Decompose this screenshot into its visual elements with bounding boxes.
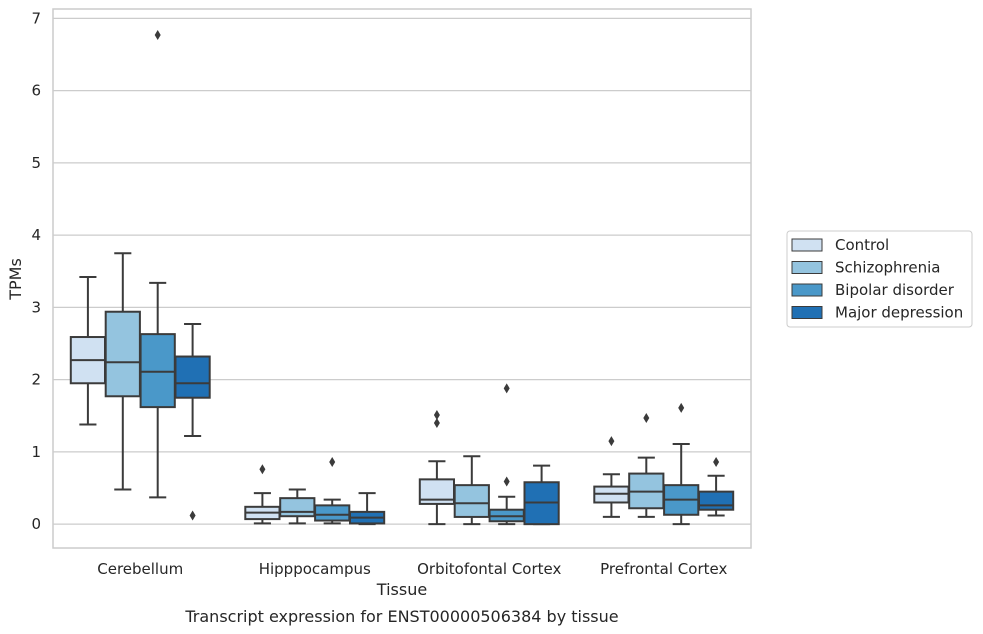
box — [69, 276, 107, 426]
box — [244, 464, 281, 525]
outlier-point — [608, 436, 615, 447]
y-tick-label: 4 — [31, 226, 41, 244]
legend: Control Schizophrenia Bipolar disorder Majo… — [786, 230, 973, 328]
y-tick-label: 0 — [31, 515, 41, 533]
x-tick-label: Cerebellum — [97, 560, 183, 578]
box — [453, 455, 490, 526]
y-tick-label: 2 — [31, 371, 41, 389]
y-tick-label: 3 — [31, 298, 41, 316]
outlier-point — [713, 457, 720, 468]
box — [593, 436, 630, 518]
box-body — [453, 484, 490, 518]
box-body — [139, 333, 176, 409]
box — [104, 252, 141, 491]
y-tick-label: 6 — [31, 82, 41, 100]
legend-label: Schizophrenia — [835, 259, 940, 277]
y-tick-label: 1 — [31, 443, 41, 461]
legend-swatch — [791, 261, 823, 274]
outlier-point — [643, 412, 650, 423]
box-body — [279, 497, 316, 518]
box — [628, 412, 665, 518]
legend-label: Control — [835, 236, 889, 254]
legend-swatch — [791, 283, 823, 297]
outlier-point — [154, 30, 161, 41]
box — [488, 383, 525, 526]
box — [663, 402, 700, 526]
legend-label: Bipolar disorder — [835, 281, 955, 299]
outlier-point — [189, 510, 196, 521]
outlier-point — [259, 464, 266, 475]
box — [418, 410, 456, 526]
x-tick-label: Hipppocampus — [259, 560, 371, 578]
box-body — [697, 490, 735, 511]
legend-frame — [786, 230, 973, 328]
outlier-point — [678, 402, 685, 413]
outlier-point — [329, 457, 336, 468]
x-axis-label: Tissue — [376, 580, 427, 599]
box — [174, 323, 211, 521]
chart-caption: Transcript expression for ENST0000050638… — [184, 607, 618, 626]
y-tick-label: 7 — [31, 9, 41, 27]
legend-swatch — [791, 238, 823, 252]
outlier-point — [433, 418, 440, 429]
outlier-point — [503, 383, 510, 394]
box — [348, 492, 386, 526]
boxes — [69, 30, 735, 526]
box — [314, 457, 351, 525]
y-tick-label: 5 — [31, 154, 41, 172]
legend-swatch — [791, 306, 823, 319]
box-body — [314, 504, 351, 522]
box — [279, 488, 316, 525]
x-tick-label: Prefrontal Cortex — [600, 560, 727, 578]
box — [523, 464, 560, 526]
outlier-point — [433, 410, 440, 421]
legend-label: Major depression — [835, 304, 963, 322]
box-body — [174, 355, 211, 399]
y-axis-ticks: 0 1 2 3 4 5 6 7 — [31, 9, 41, 533]
outlier-point — [503, 476, 510, 487]
box — [697, 457, 735, 517]
legend-items: Control Schizophrenia Bipolar disorder Majo… — [791, 236, 963, 322]
x-axis-ticks: Cerebellum Hipppocampus Orbitofontal Corte… — [97, 560, 727, 578]
box — [139, 30, 176, 499]
plot-area-frame — [52, 8, 752, 549]
y-axis-label: TPMs — [6, 258, 25, 301]
box-body — [104, 310, 141, 398]
x-tick-label: Orbitofontal Cortex — [417, 560, 561, 578]
